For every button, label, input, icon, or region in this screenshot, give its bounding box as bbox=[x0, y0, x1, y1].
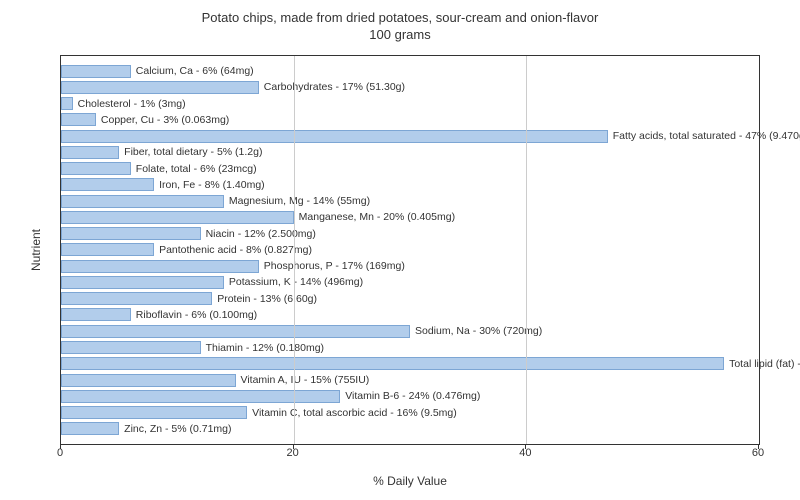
bar bbox=[61, 276, 224, 289]
bars-container: Calcium, Ca - 6% (64mg) Carbohydrates - 1… bbox=[61, 64, 759, 436]
bar-label: Carbohydrates - 17% (51.30g) bbox=[264, 81, 405, 93]
bar bbox=[61, 341, 201, 354]
bar bbox=[61, 260, 259, 273]
bar bbox=[61, 97, 73, 110]
bar-label: Vitamin A, IU - 15% (755IU) bbox=[241, 374, 370, 386]
bar-row: Riboflavin - 6% (0.100mg) bbox=[61, 308, 759, 322]
bar-row: Zinc, Zn - 5% (0.71mg) bbox=[61, 422, 759, 436]
y-axis-label: Nutrient bbox=[29, 229, 43, 271]
bar-row: Folate, total - 6% (23mcg) bbox=[61, 162, 759, 176]
bar-label: Thiamin - 12% (0.180mg) bbox=[206, 342, 324, 354]
bar-label: Fatty acids, total saturated - 47% (9.47… bbox=[613, 130, 800, 142]
bar bbox=[61, 243, 154, 256]
x-axis-label: % Daily Value bbox=[60, 474, 760, 488]
plot-area: Calcium, Ca - 6% (64mg) Carbohydrates - 1… bbox=[60, 55, 760, 445]
bar-label: Pantothenic acid - 8% (0.827mg) bbox=[159, 244, 312, 256]
bar-label: Magnesium, Mg - 14% (55mg) bbox=[229, 195, 370, 207]
bar-row: Manganese, Mn - 20% (0.405mg) bbox=[61, 210, 759, 224]
x-ticks: 0204060 bbox=[60, 447, 760, 467]
bar bbox=[61, 406, 247, 419]
bar-label: Sodium, Na - 30% (720mg) bbox=[415, 325, 542, 337]
bar-label: Iron, Fe - 8% (1.40mg) bbox=[159, 179, 265, 191]
bar-row: Thiamin - 12% (0.180mg) bbox=[61, 341, 759, 355]
bar-label: Cholesterol - 1% (3mg) bbox=[78, 98, 186, 110]
bar-row: Fiber, total dietary - 5% (1.2g) bbox=[61, 145, 759, 159]
bar-row: Vitamin B-6 - 24% (0.476mg) bbox=[61, 389, 759, 403]
bar-label: Calcium, Ca - 6% (64mg) bbox=[136, 65, 254, 77]
bar-row: Niacin - 12% (2.500mg) bbox=[61, 227, 759, 241]
x-tick-mark bbox=[758, 444, 759, 449]
bar-row: Cholesterol - 1% (3mg) bbox=[61, 97, 759, 111]
bar-label: Folate, total - 6% (23mcg) bbox=[136, 163, 257, 175]
bar bbox=[61, 162, 131, 175]
bar bbox=[61, 308, 131, 321]
bar-label: Potassium, K - 14% (496mg) bbox=[229, 276, 363, 288]
bar bbox=[61, 146, 119, 159]
x-tick-mark bbox=[525, 444, 526, 449]
bar-label: Copper, Cu - 3% (0.063mg) bbox=[101, 114, 229, 126]
bar-row: Protein - 13% (6.60g) bbox=[61, 292, 759, 306]
bar-row: Phosphorus, P - 17% (169mg) bbox=[61, 259, 759, 273]
bar-row: Iron, Fe - 8% (1.40mg) bbox=[61, 178, 759, 192]
bar-label: Vitamin C, total ascorbic acid - 16% (9.… bbox=[252, 407, 457, 419]
bar-row: Sodium, Na - 30% (720mg) bbox=[61, 324, 759, 338]
bar bbox=[61, 178, 154, 191]
bar-row: Vitamin A, IU - 15% (755IU) bbox=[61, 373, 759, 387]
bar bbox=[61, 374, 236, 387]
bar-row: Calcium, Ca - 6% (64mg) bbox=[61, 64, 759, 78]
bar-label: Total lipid (fat) - 57% (37.00g) bbox=[729, 358, 800, 370]
bar-label: Fiber, total dietary - 5% (1.2g) bbox=[124, 146, 262, 158]
bar-row: Potassium, K - 14% (496mg) bbox=[61, 275, 759, 289]
bar-label: Zinc, Zn - 5% (0.71mg) bbox=[124, 423, 231, 435]
x-tick-mark bbox=[293, 444, 294, 449]
bar-label: Vitamin B-6 - 24% (0.476mg) bbox=[345, 390, 480, 402]
bar bbox=[61, 325, 410, 338]
title-line-2: 100 grams bbox=[0, 27, 800, 44]
bar bbox=[61, 390, 340, 403]
bar-label: Riboflavin - 6% (0.100mg) bbox=[136, 309, 257, 321]
bar bbox=[61, 113, 96, 126]
chart-title: Potato chips, made from dried potatoes, … bbox=[0, 0, 800, 44]
gridline bbox=[294, 56, 295, 444]
bar-row: Magnesium, Mg - 14% (55mg) bbox=[61, 194, 759, 208]
bar bbox=[61, 292, 212, 305]
bar-label: Phosphorus, P - 17% (169mg) bbox=[264, 260, 405, 272]
bar bbox=[61, 65, 131, 78]
bar-row: Total lipid (fat) - 57% (37.00g) bbox=[61, 357, 759, 371]
bar bbox=[61, 227, 201, 240]
bar-row: Pantothenic acid - 8% (0.827mg) bbox=[61, 243, 759, 257]
bar-row: Carbohydrates - 17% (51.30g) bbox=[61, 80, 759, 94]
bar-row: Copper, Cu - 3% (0.063mg) bbox=[61, 113, 759, 127]
bar bbox=[61, 211, 294, 224]
bar-row: Vitamin C, total ascorbic acid - 16% (9.… bbox=[61, 406, 759, 420]
bar bbox=[61, 422, 119, 435]
x-tick-mark bbox=[60, 444, 61, 449]
gridline bbox=[526, 56, 527, 444]
bar-label: Manganese, Mn - 20% (0.405mg) bbox=[299, 211, 455, 223]
bar bbox=[61, 81, 259, 94]
bar-label: Protein - 13% (6.60g) bbox=[217, 293, 317, 305]
bar bbox=[61, 195, 224, 208]
nutrient-chart: Potato chips, made from dried potatoes, … bbox=[0, 0, 800, 500]
bar-label: Niacin - 12% (2.500mg) bbox=[206, 228, 316, 240]
bar bbox=[61, 357, 724, 370]
title-line-1: Potato chips, made from dried potatoes, … bbox=[0, 10, 800, 27]
bar-row: Fatty acids, total saturated - 47% (9.47… bbox=[61, 129, 759, 143]
